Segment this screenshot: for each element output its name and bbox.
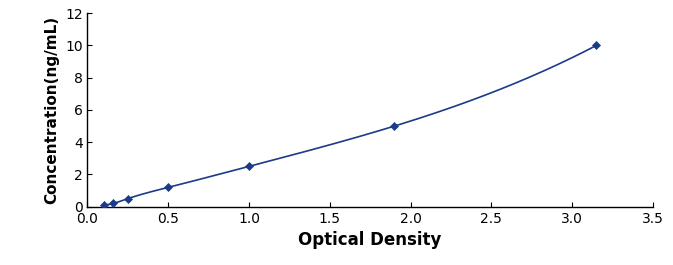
X-axis label: Optical Density: Optical Density	[298, 231, 442, 249]
Y-axis label: Concentration(ng/mL): Concentration(ng/mL)	[44, 16, 59, 204]
